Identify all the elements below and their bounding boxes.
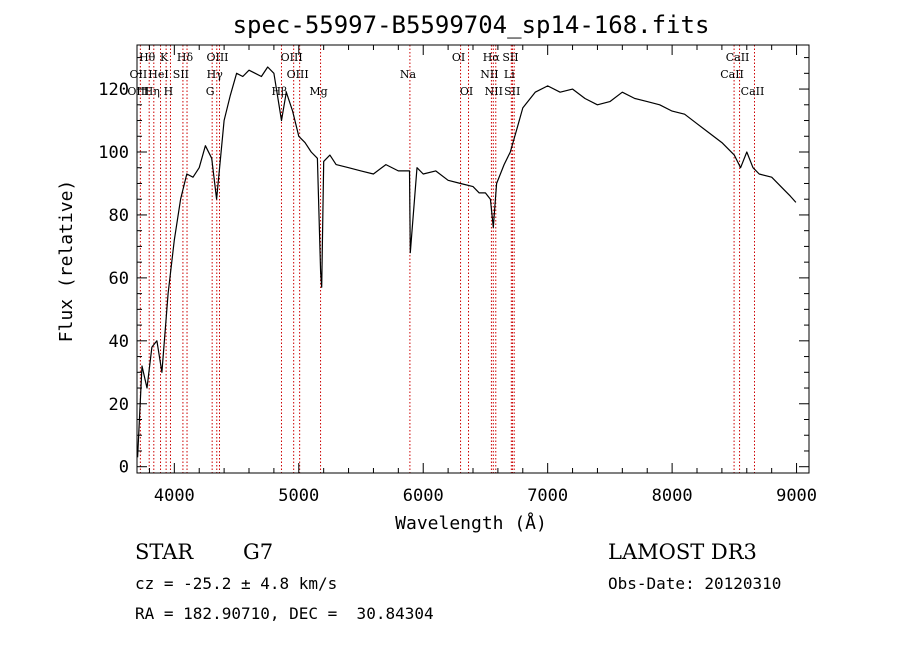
chart-title: spec-55997-B5599704_sp14-168.fits (233, 11, 710, 39)
x-tick-label: 9000 (776, 486, 817, 506)
line-label: OI (460, 85, 473, 98)
object-class: STAR (135, 540, 194, 564)
y-tick-label: 60 (109, 269, 129, 289)
line-label: HeI (148, 68, 168, 81)
line-label: Hγ (207, 68, 224, 81)
line-label: Hθ (139, 51, 156, 64)
line-label: Hη (144, 85, 160, 98)
line-label: OIII (127, 85, 149, 98)
line-label: NII (480, 68, 498, 81)
line-label: CaII (726, 51, 750, 64)
spectrum-series (137, 66, 797, 458)
axis-ticks: 4000 5000 6000 7000 8000 9000 0 20 40 60 80 100 120 (98, 45, 817, 506)
axes (136, 44, 810, 474)
x-tick-label: 5000 (278, 486, 319, 506)
line-label: Hδ (177, 51, 194, 64)
y-tick-label: 80 (109, 206, 129, 226)
y-axis-label: Flux (relative) (56, 180, 77, 343)
ra-dec: RA = 182.90710, DEC = 30.84304 (135, 604, 434, 623)
object-subclass: G7 (243, 540, 274, 564)
line-label: SII (173, 68, 189, 81)
line-label: CaII (741, 85, 765, 98)
y-tick-label: 100 (98, 143, 129, 163)
plot-frame (136, 44, 810, 474)
line-label: OIII (287, 68, 309, 81)
x-axis-label: Wavelength (Å) (395, 512, 547, 534)
line-label: G (206, 85, 215, 98)
x-tick-label: 4000 (154, 486, 195, 506)
x-tick-label: 6000 (403, 486, 444, 506)
survey-name: LAMOST DR3 (608, 540, 757, 564)
y-tick-label: 40 (109, 332, 129, 352)
line-label: OIII (281, 51, 303, 64)
line-label: K (160, 51, 169, 64)
line-label: Mg (309, 85, 327, 98)
line-label: CaII (720, 68, 744, 81)
line-label: OIII (206, 51, 228, 64)
line-label: Li (504, 68, 515, 81)
spectral-line-markers (139, 45, 755, 473)
line-label: Na (400, 68, 417, 81)
x-tick-label: 8000 (652, 486, 693, 506)
line-label: OII (130, 68, 148, 81)
y-tick-label: 0 (119, 458, 129, 478)
line-label: H (164, 85, 174, 98)
redshift-cz: cz = -25.2 ± 4.8 km/s (135, 574, 338, 593)
line-label: Hβ (272, 85, 288, 98)
x-tick-label: 7000 (527, 486, 568, 506)
line-label: OI (452, 51, 465, 64)
y-tick-label: 120 (98, 80, 129, 100)
spectrum-line (137, 66, 797, 458)
obs-date: Obs-Date: 20120310 (608, 574, 782, 593)
line-label: NII (485, 85, 503, 98)
y-tick-label: 20 (109, 395, 129, 415)
line-label: Hα (483, 51, 501, 64)
line-label: SII (502, 51, 518, 64)
line-label: SII (504, 85, 520, 98)
